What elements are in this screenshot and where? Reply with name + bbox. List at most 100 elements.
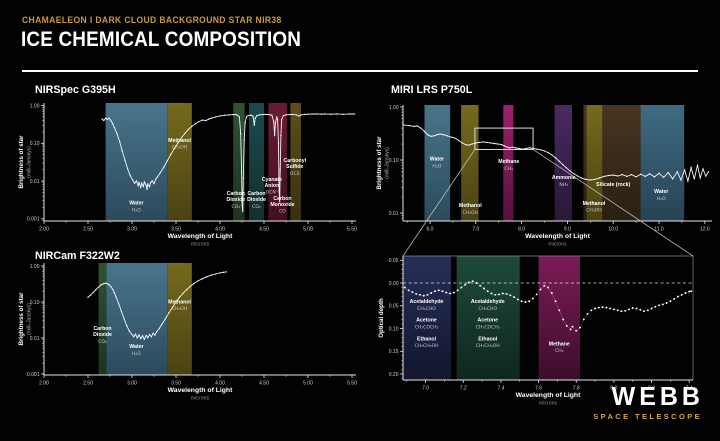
svg-text:7.2: 7.2 [460, 386, 467, 392]
svg-text:Ethanol: Ethanol [478, 336, 498, 342]
svg-text:7.4: 7.4 [497, 386, 504, 392]
svg-text:CO₂: CO₂ [232, 204, 241, 210]
svg-text:Ammonia: Ammonia [552, 175, 576, 181]
svg-text:0.20: 0.20 [389, 372, 399, 378]
nirspec-panel-title: NIRSpec G395H [35, 84, 116, 96]
nirspec-xlabel-units: microns [191, 242, 210, 248]
svg-text:2.00: 2.00 [39, 381, 49, 387]
inset-band-organics-1 [403, 256, 452, 380]
svg-text:CH₃CHO: CH₃CHO [417, 306, 436, 312]
svg-text:Water: Water [129, 344, 143, 350]
svg-text:Methane: Methane [549, 341, 570, 347]
miri-ylabel: Brightness of star [376, 136, 383, 190]
svg-text:Monoxide: Monoxide [270, 202, 294, 208]
svg-text:Acetaldehyde: Acetaldehyde [410, 299, 444, 305]
nirspec-spectrum-curve [101, 113, 356, 212]
subtitle: CHAMAELEON I DARK CLOUD BACKGROUND STAR … [22, 15, 282, 25]
svg-text:0.10: 0.10 [30, 141, 40, 147]
svg-text:CO: CO [279, 209, 286, 215]
svg-text:CH₃OH: CH₃OH [586, 208, 602, 214]
miri-xlabel: Wavelength of Light [525, 233, 590, 240]
svg-text:11.0: 11.0 [654, 227, 664, 233]
svg-text:10.0: 10.0 [608, 227, 618, 233]
svg-text:5.00: 5.00 [303, 227, 313, 233]
svg-text:CH₃CH₂OH: CH₃CH₂OH [415, 343, 439, 349]
nircam-xlabel-units: microns [191, 396, 210, 402]
inset-axes: 7.0 7.2 7.4 7.6 7.8 8.0 8.2 8.4 -0.05 0.00 0.05 0.1… [387, 256, 693, 392]
webb-logo-wordmark: WEBB [611, 382, 704, 412]
svg-text:1.00: 1.00 [30, 264, 40, 270]
svg-text:Sulfide: Sulfide [286, 164, 303, 170]
svg-text:Methanol: Methanol [168, 299, 191, 305]
inset-band-methane [538, 256, 581, 380]
miri-band-methane [503, 105, 514, 221]
svg-text:Carbon: Carbon [273, 196, 291, 202]
svg-text:OCN⁻: OCN⁻ [266, 190, 279, 196]
webb-logo: WEBB SPACE TELESCOPE [593, 384, 700, 421]
nircam-xlabel: Wavelength of Light [168, 387, 233, 394]
nirspec-xlabel: Wavelength of Light [168, 233, 233, 240]
nircam-ylabel: Brightness of star [18, 292, 25, 346]
svg-text:8.0: 8.0 [610, 386, 617, 392]
svg-text:0.001: 0.001 [27, 372, 40, 378]
svg-text:0.01: 0.01 [389, 211, 399, 217]
svg-text:0.001: 0.001 [27, 217, 40, 223]
svg-text:Carbon: Carbon [227, 191, 245, 197]
svg-text:CO₂: CO₂ [98, 339, 107, 345]
svg-text:7.0: 7.0 [472, 227, 479, 233]
miri-ylabel-units: (milli-Janskys) [385, 147, 391, 179]
svg-text:8.4: 8.4 [686, 386, 693, 392]
title-divider [22, 70, 698, 72]
svg-text:Acetone: Acetone [478, 318, 499, 324]
miri-band-water-2 [640, 105, 685, 221]
svg-text:6.0: 6.0 [427, 227, 434, 233]
nirspec-band-methanol [167, 103, 192, 221]
nircam-panel-title: NIRCam F322W2 [35, 250, 120, 262]
miri-zoom-box [474, 127, 534, 150]
nirspec-band-carbonyl-sulfide [290, 103, 301, 221]
svg-text:9.0: 9.0 [564, 227, 571, 233]
svg-text:2.50: 2.50 [83, 381, 93, 387]
svg-text:8.2: 8.2 [648, 386, 655, 392]
svg-text:5.50: 5.50 [347, 381, 357, 387]
nirspec-band-carbon-dioxide-2 [249, 103, 264, 221]
svg-text:2.00: 2.00 [39, 227, 49, 233]
page-title: ICE CHEMICAL COMPOSITION [21, 28, 302, 51]
nircam-band-water [106, 263, 168, 375]
svg-text:CH₄: CH₄ [555, 348, 564, 354]
svg-text:CO₂: CO₂ [252, 204, 261, 210]
svg-text:Ethanol: Ethanol [417, 336, 437, 342]
svg-text:3.00: 3.00 [127, 381, 137, 387]
svg-text:0.00: 0.00 [389, 281, 399, 287]
svg-text:7.0: 7.0 [422, 386, 429, 392]
svg-text:H₂O: H₂O [132, 351, 141, 357]
nirspec-bands [105, 103, 301, 221]
svg-text:3.50: 3.50 [171, 381, 181, 387]
svg-text:2.50: 2.50 [83, 227, 93, 233]
svg-text:Cyanate: Cyanate [262, 177, 282, 183]
svg-text:Water: Water [430, 157, 444, 163]
svg-text:NH₃: NH₃ [559, 182, 568, 188]
svg-text:Carbonyl: Carbonyl [284, 158, 307, 164]
svg-text:Carbon: Carbon [93, 326, 111, 332]
svg-text:CH₃OH: CH₃OH [172, 145, 188, 151]
nircam-chart: 2.00 2.50 3.00 3.50 4.00 4.50 5.00 5.50 1.00 0.10… [18, 263, 357, 402]
svg-text:Methanol: Methanol [459, 203, 482, 209]
inset-bands [403, 256, 581, 380]
svg-text:Carbon: Carbon [247, 191, 265, 197]
nirspec-axes: 2.00 2.50 3.00 3.50 4.00 4.50 5.00 5.50 1.00 0.10… [27, 103, 357, 233]
svg-text:0.15: 0.15 [389, 349, 399, 355]
svg-text:Methane: Methane [498, 159, 519, 165]
svg-text:CH₃COCH₃: CH₃COCH₃ [476, 325, 500, 331]
svg-text:Water: Water [654, 189, 668, 195]
svg-text:H₂O: H₂O [432, 163, 441, 169]
svg-text:Methanol: Methanol [583, 201, 606, 207]
inset-xlabel-units: microns [539, 401, 558, 407]
svg-text:8.0: 8.0 [518, 227, 525, 233]
miri-band-ammonia [554, 105, 572, 221]
svg-text:0.01: 0.01 [30, 336, 40, 342]
svg-text:OCS: OCS [290, 171, 300, 177]
svg-text:Silicate (rock): Silicate (rock) [596, 182, 630, 188]
